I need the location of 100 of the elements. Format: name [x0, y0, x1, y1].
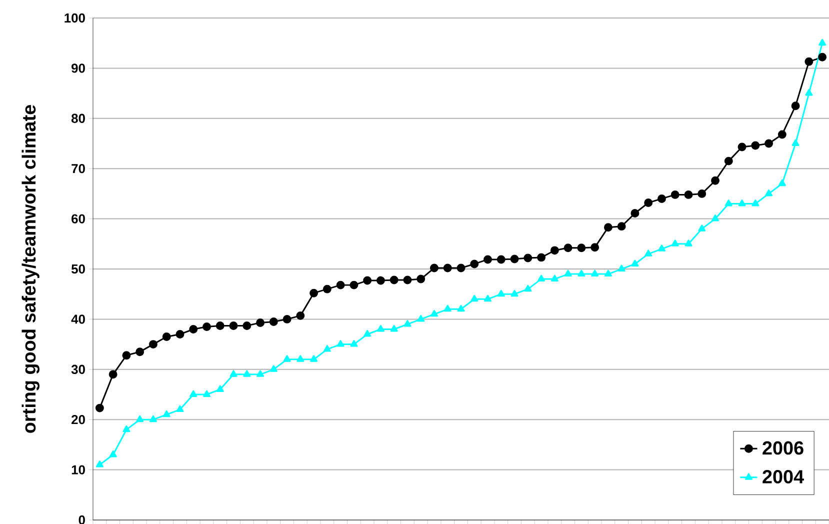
y-axis-title: orting good safety/teamwork climate	[22, 105, 40, 433]
point	[618, 264, 626, 272]
point	[136, 348, 144, 356]
point	[765, 189, 773, 196]
point	[617, 222, 626, 231]
y-tick-label: 30	[71, 364, 85, 374]
point	[229, 321, 238, 330]
point	[108, 370, 118, 379]
legend-label: 2004	[762, 470, 804, 484]
point	[390, 276, 398, 284]
point	[310, 288, 318, 298]
point	[590, 243, 600, 252]
y-tick-label: 20	[72, 415, 85, 424]
point	[364, 330, 372, 337]
point	[564, 244, 572, 252]
point	[216, 385, 224, 392]
point	[711, 214, 720, 222]
y-tick-label: 60	[72, 214, 85, 224]
point	[149, 415, 157, 422]
y-tick-label: 70	[72, 164, 85, 174]
point	[122, 425, 130, 432]
point	[804, 57, 814, 66]
point	[550, 274, 558, 282]
y-tick-label: 90	[72, 64, 85, 73]
point	[430, 310, 438, 317]
point	[738, 200, 746, 206]
point	[644, 250, 652, 256]
point	[256, 318, 265, 327]
point	[322, 284, 332, 294]
point	[751, 141, 760, 150]
point	[510, 290, 518, 297]
point	[510, 254, 519, 264]
point	[242, 321, 252, 330]
point	[350, 280, 358, 290]
point	[752, 200, 760, 206]
point	[724, 156, 733, 166]
point	[818, 52, 827, 62]
point	[230, 370, 238, 377]
point	[363, 276, 372, 285]
point	[162, 332, 171, 342]
point	[176, 405, 184, 412]
point	[792, 139, 800, 146]
point	[524, 254, 532, 262]
point	[269, 317, 278, 326]
point	[296, 355, 304, 362]
point	[684, 190, 693, 199]
point	[564, 270, 572, 277]
point	[671, 240, 679, 246]
point	[550, 246, 559, 255]
point	[189, 325, 198, 334]
point	[538, 274, 546, 282]
point	[457, 304, 465, 312]
point	[698, 189, 706, 198]
point	[484, 294, 492, 302]
point	[738, 142, 746, 152]
point	[818, 38, 826, 46]
point	[470, 260, 479, 268]
point	[95, 404, 104, 412]
point	[296, 311, 305, 320]
point	[470, 294, 478, 302]
point	[778, 130, 786, 139]
point	[591, 270, 599, 277]
y-tick-label: 100	[64, 13, 85, 23]
point	[176, 330, 184, 338]
point	[577, 244, 586, 252]
y-tick-label: 10	[72, 465, 85, 474]
y-tick-label: 40	[71, 314, 85, 324]
point	[443, 264, 452, 272]
point	[376, 276, 385, 285]
point	[631, 260, 639, 266]
point	[202, 322, 211, 331]
point	[430, 264, 438, 272]
legend-label: 2006	[762, 441, 804, 455]
point	[670, 190, 680, 199]
point	[698, 224, 706, 232]
point	[243, 370, 251, 377]
point	[350, 340, 358, 347]
point	[604, 270, 612, 277]
point	[791, 102, 800, 110]
point	[496, 255, 506, 264]
point	[403, 276, 412, 284]
point	[657, 194, 666, 203]
point	[444, 304, 452, 312]
y-tick-label: 80	[71, 114, 85, 123]
point	[323, 345, 331, 352]
point	[644, 198, 653, 207]
point	[282, 314, 292, 324]
point	[270, 365, 278, 372]
point	[404, 320, 412, 327]
point	[256, 370, 264, 377]
point	[148, 340, 158, 349]
point	[190, 390, 198, 397]
point	[416, 274, 426, 284]
point	[96, 460, 104, 468]
point	[310, 355, 318, 362]
point	[216, 321, 224, 330]
point	[537, 253, 546, 262]
point	[724, 200, 732, 206]
point	[136, 415, 144, 422]
point	[484, 255, 492, 264]
